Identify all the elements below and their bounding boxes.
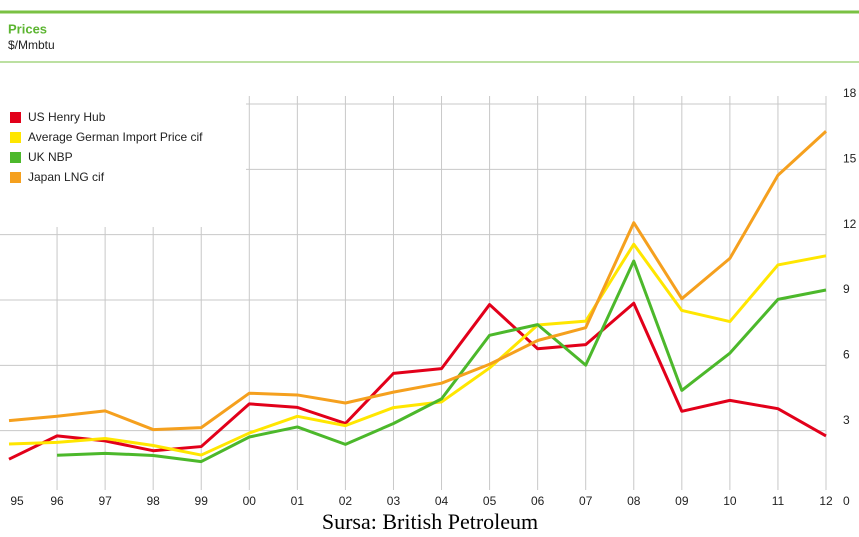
- x-tick-label: 04: [435, 494, 449, 508]
- y-tick-label: 3: [843, 413, 850, 427]
- x-tick-label: 07: [579, 494, 593, 508]
- x-tick-label: 06: [531, 494, 545, 508]
- legend-label: UK NBP: [28, 150, 73, 164]
- y-tick-label: 18: [843, 86, 857, 100]
- chart-title: Prices: [8, 21, 47, 36]
- x-tick-label: 96: [50, 494, 64, 508]
- x-tick-label: 02: [339, 494, 353, 508]
- x-tick-label: 11: [772, 494, 785, 508]
- legend-swatch: [10, 172, 21, 183]
- series-line: [56, 259, 827, 464]
- source: Sursa: British Petroleum: [322, 509, 538, 534]
- y-tick-label: 0: [843, 494, 850, 508]
- x-tick-label: 00: [243, 494, 257, 508]
- x-tick-label: 08: [627, 494, 641, 508]
- x-tick-label: 12: [819, 494, 833, 508]
- x-tick-label: 99: [195, 494, 209, 508]
- legend-swatch: [10, 132, 21, 143]
- legend-label: Average German Import Price cif: [28, 130, 203, 144]
- x-tick-label: 97: [98, 494, 112, 508]
- x-tick-label: 05: [483, 494, 497, 508]
- series-line: [8, 130, 828, 432]
- y-tick-label: 12: [843, 217, 857, 231]
- legend-background: [0, 96, 246, 227]
- legend-label: US Henry Hub: [28, 110, 106, 124]
- legend-swatch: [10, 112, 21, 123]
- y-tick-label: 9: [843, 282, 850, 296]
- x-tick-label: 98: [146, 494, 160, 508]
- plot: [8, 130, 828, 464]
- chart-subtitle: $/Mmbtu: [8, 38, 55, 52]
- series-line: [8, 242, 827, 457]
- y-tick-label: 15: [843, 152, 857, 166]
- y-tick-label: 6: [843, 348, 850, 362]
- x-tick-label: 09: [675, 494, 689, 508]
- x-tick-label: 95: [10, 494, 24, 508]
- series-line: [8, 301, 827, 461]
- x-tick-label: 03: [387, 494, 401, 508]
- legend-label: Japan LNG cif: [28, 170, 105, 184]
- legend-swatch: [10, 152, 21, 163]
- x-tick-label: 10: [723, 494, 737, 508]
- x-tick-label: 01: [291, 494, 305, 508]
